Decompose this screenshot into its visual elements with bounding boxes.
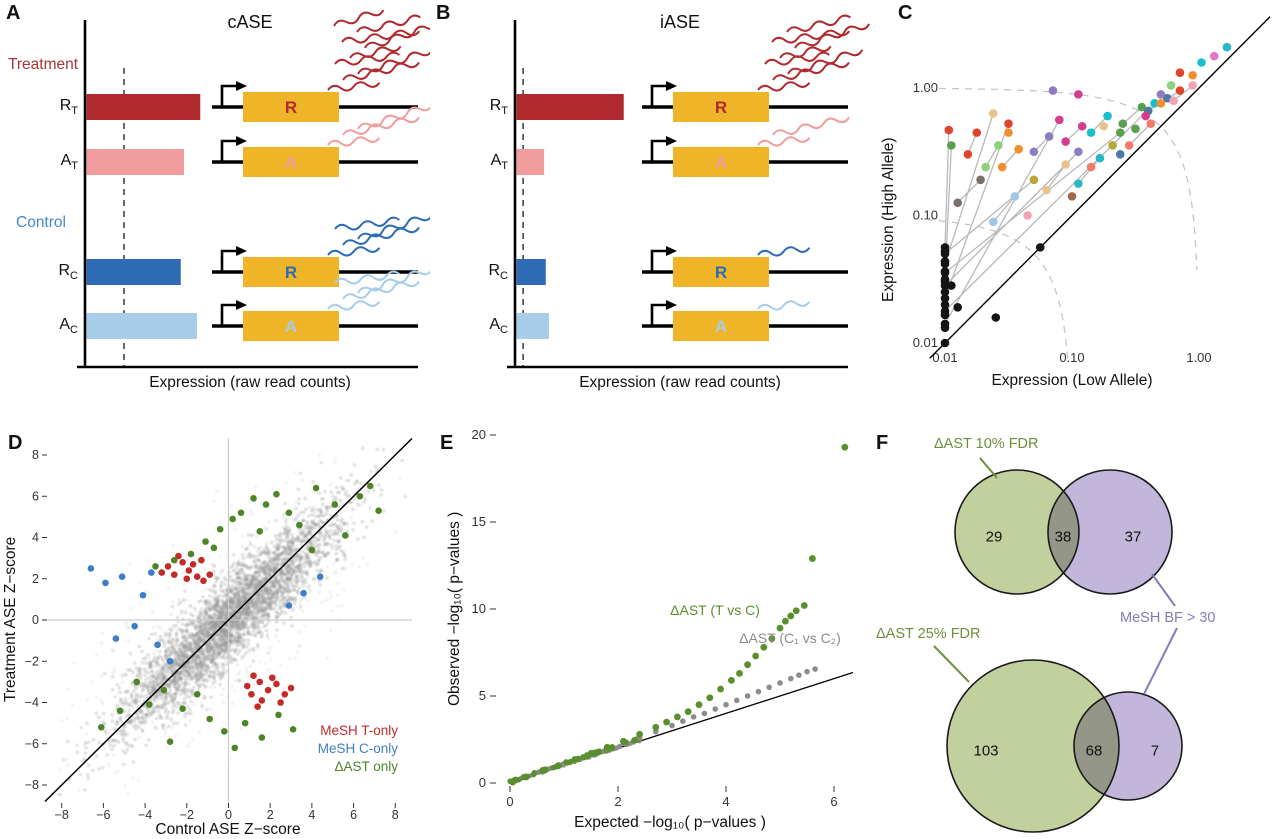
svg-text:6: 6 (32, 489, 39, 503)
svg-text:R: R (715, 98, 727, 117)
svg-text:0: 0 (506, 794, 513, 809)
panel-b: R A R A B iASE RT AT RC AC Expression (raw … (430, 0, 870, 420)
svg-text:0.10: 0.10 (913, 208, 938, 223)
venn-top-overlap-count: 38 (1054, 528, 1072, 546)
panel-b-xlabel: Expression (raw read counts) (579, 374, 781, 391)
svg-text:10: 10 (472, 601, 486, 616)
row-label-at: AT (60, 152, 78, 173)
svg-text:8: 8 (392, 808, 399, 822)
row-label-rt: RT (489, 97, 508, 118)
panel-d-letter: D (8, 432, 23, 454)
svg-text:0: 0 (225, 808, 232, 822)
svg-text:6: 6 (350, 808, 357, 822)
panel-f-venn (933, 457, 1183, 833)
svg-text:0: 0 (32, 613, 39, 627)
svg-text:−8: −8 (25, 778, 39, 792)
legend-mesh-c-only: MeSH C-only (317, 741, 398, 756)
panel-e-plot: 0 2 4 6 0 5 10 15 20 (472, 427, 854, 809)
svg-text:−6: −6 (25, 737, 39, 751)
venn-label-25pct-fdr: ΔAST 25% FDR (876, 626, 981, 642)
series-label-t-vs-c: ΔAST (T vs C) (670, 602, 760, 618)
panel-c-letter: C (898, 2, 913, 24)
row-label-ac: AC (59, 316, 78, 337)
panel-f: F ΔAST 10% FDR MeSH BF > 30 ΔAST 25% FDR… (870, 420, 1280, 839)
panel-c-plot: 0.010.01 0.10 0.10 1.00 1.00 (913, 16, 1271, 365)
row-label-rt: RT (59, 97, 78, 118)
svg-text:−8: −8 (55, 808, 69, 822)
svg-text:2: 2 (614, 794, 621, 809)
legend-mesh-t-only: MeSH T-only (320, 723, 398, 738)
svg-text:4: 4 (308, 808, 315, 822)
svg-text:R: R (285, 98, 297, 117)
panel-a-letter: A (6, 2, 21, 24)
panel-b-title: iASE (659, 12, 701, 32)
svg-text:1.00: 1.00 (913, 80, 938, 95)
panel-d-density-cloud (0, 420, 430, 839)
svg-text:5: 5 (479, 688, 486, 703)
venn-bottom-left-count: 103 (973, 742, 999, 760)
row-label-rc: RC (488, 262, 508, 283)
svg-text:−6: −6 (96, 808, 110, 822)
svg-text:A: A (285, 317, 297, 336)
panel-d-ylabel: Treatment ASE Z−score (2, 536, 19, 702)
svg-text:4: 4 (722, 794, 729, 809)
svg-text:−2: −2 (180, 808, 194, 822)
panel-e-xlabel: Expected −log₁₀( p−values ) (574, 814, 766, 831)
panel-a-xlabel: Expression (raw read counts) (149, 374, 351, 391)
panel-c-xlabel: Expression (Low Allele) (991, 372, 1153, 389)
svg-text:A: A (715, 153, 727, 172)
panel-c-ylabel: Expression (High Allele) (880, 137, 897, 302)
panel-c: 0.01 0.01 0.10 0.10 1.00 1.00 C Expression (H… (870, 0, 1280, 420)
panel-b-letter: B (436, 2, 451, 24)
treatment-label: Treatment (8, 56, 79, 73)
svg-text:R: R (715, 263, 727, 282)
svg-text:6: 6 (830, 794, 837, 809)
panel-e-letter: E (440, 432, 454, 454)
svg-text:0.10: 0.10 (1059, 350, 1084, 365)
series-label-c1-vs-c2: ΔAST (C₁ vs C₂) (739, 630, 841, 646)
control-label: Control (16, 214, 66, 231)
svg-text:−4: −4 (25, 696, 39, 710)
panel-b-plot: R A R A (507, 14, 870, 369)
svg-text:A: A (715, 317, 727, 336)
svg-text:20: 20 (472, 427, 486, 442)
panel-d: −8 −8 −6 −6 −4 −4 −2 −2 0 0 2 2 4 4 6 6 8 8 D Treatment A… (0, 420, 430, 839)
svg-text:2: 2 (267, 808, 274, 822)
row-label-rc: RC (58, 262, 78, 283)
svg-text:15: 15 (472, 514, 486, 529)
svg-text:2: 2 (32, 572, 39, 586)
venn-top-left-count: 29 (985, 528, 1003, 546)
venn-bottom-overlap-count: 68 (1085, 742, 1103, 760)
panel-e: 0 2 4 6 0 5 10 15 20 E Observed −log₁₀( p−values… (430, 420, 870, 839)
svg-text:−2: −2 (25, 654, 39, 668)
venn-label-mesh-bf: MeSH BF > 30 (1120, 610, 1216, 626)
venn-label-10pct-fdr: ΔAST 10% FDR (934, 436, 1039, 452)
row-label-ac: AC (489, 316, 508, 337)
panel-d-legend: MeSH T-only MeSH C-only ΔAST only (256, 722, 398, 776)
legend-dast-only: ΔAST only (334, 759, 398, 774)
svg-text:0: 0 (479, 775, 486, 790)
panel-e-ylabel: Observed −log₁₀( p−values ) (446, 511, 463, 706)
panel-a-title: cASE (227, 12, 273, 32)
svg-text:8: 8 (32, 448, 39, 462)
row-label-at: AT (490, 152, 508, 173)
svg-text:0.01: 0.01 (932, 350, 957, 365)
panel-f-letter: F (876, 432, 889, 454)
panel-d-xlabel: Control ASE Z−score (155, 821, 301, 838)
venn-top-right-count: 37 (1124, 528, 1142, 546)
panel-a-plot: R A R A (77, 9, 430, 369)
venn-bottom-right-count: 7 (1150, 742, 1160, 760)
svg-text:R: R (285, 263, 297, 282)
svg-text:4: 4 (32, 531, 39, 545)
svg-text:0.01: 0.01 (913, 335, 938, 350)
panel-a: R A R A A cASE Treatment Control RT AT RC A… (0, 0, 430, 420)
svg-text:A: A (285, 153, 297, 172)
svg-text:−4: −4 (138, 808, 152, 822)
panel-d-plot: −8 −8 −6 −6 −4 −4 −2 −2 0 0 2 2 4 4 6 6 8 8 (25, 437, 413, 822)
svg-text:1.00: 1.00 (1186, 350, 1211, 365)
